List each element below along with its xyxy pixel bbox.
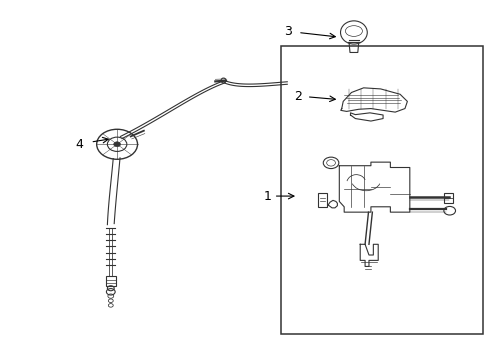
Bar xyxy=(106,276,116,287)
Text: 3: 3 xyxy=(284,25,291,38)
Text: 4: 4 xyxy=(75,139,83,152)
Text: 2: 2 xyxy=(293,90,301,103)
Text: 1: 1 xyxy=(263,190,271,203)
Bar xyxy=(281,46,482,334)
Bar xyxy=(318,193,326,207)
Bar xyxy=(443,193,452,203)
Circle shape xyxy=(114,142,120,147)
